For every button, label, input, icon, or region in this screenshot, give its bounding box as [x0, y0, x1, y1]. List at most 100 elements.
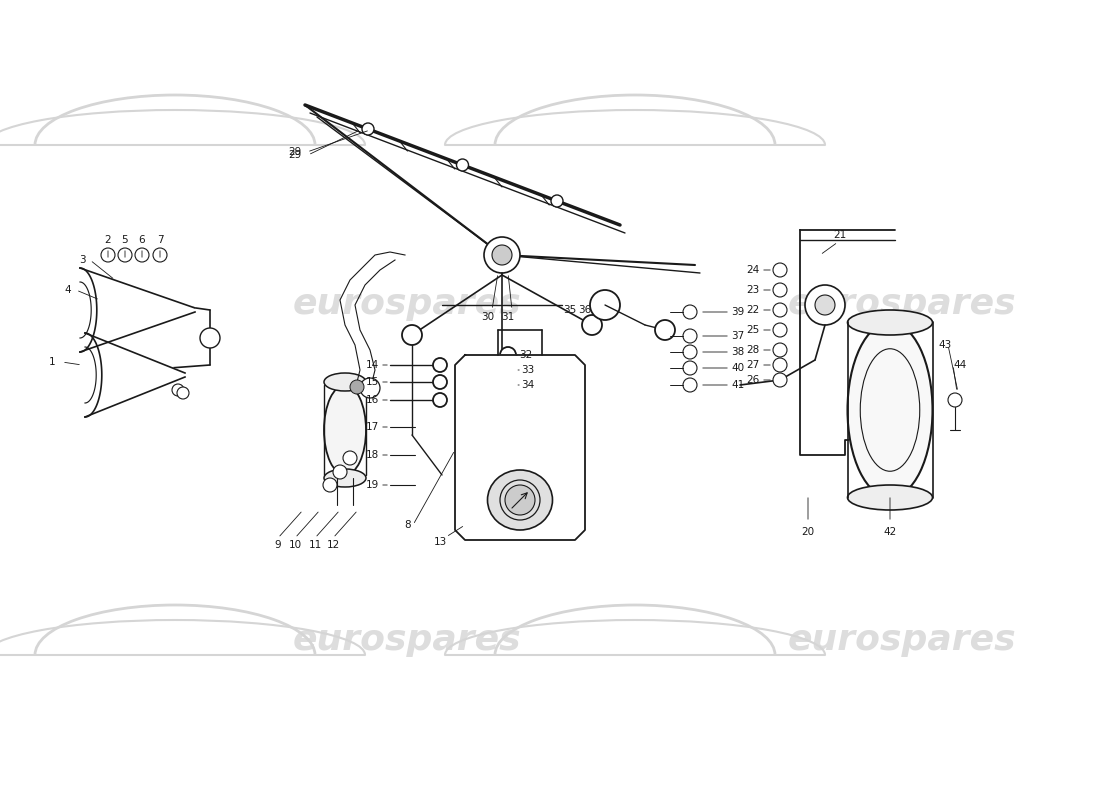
Ellipse shape: [324, 385, 366, 475]
Text: 23: 23: [747, 285, 760, 295]
Text: 20: 20: [802, 527, 815, 537]
Text: 34: 34: [521, 380, 535, 390]
Circle shape: [773, 323, 786, 337]
Circle shape: [773, 263, 786, 277]
Circle shape: [433, 393, 447, 407]
Text: 43: 43: [938, 340, 952, 350]
Ellipse shape: [487, 470, 552, 530]
Text: 9: 9: [275, 540, 282, 550]
Text: 25: 25: [747, 325, 760, 335]
Circle shape: [683, 329, 697, 343]
Text: 35: 35: [563, 305, 576, 315]
Circle shape: [456, 159, 469, 171]
Text: 6: 6: [139, 235, 145, 245]
Circle shape: [773, 303, 786, 317]
Text: 36: 36: [579, 305, 592, 315]
Text: 19: 19: [365, 480, 378, 490]
Text: 17: 17: [365, 422, 378, 432]
Circle shape: [343, 451, 358, 465]
Circle shape: [402, 325, 422, 345]
Text: 5: 5: [122, 235, 129, 245]
Circle shape: [773, 373, 786, 387]
Ellipse shape: [847, 485, 933, 510]
Text: 18: 18: [365, 450, 378, 460]
Circle shape: [773, 283, 786, 297]
Ellipse shape: [324, 469, 366, 487]
Text: 21: 21: [834, 230, 847, 240]
Text: 8: 8: [405, 520, 411, 530]
Circle shape: [484, 237, 520, 273]
Text: 28: 28: [747, 345, 760, 355]
Text: 1: 1: [48, 357, 55, 367]
Text: eurospares: eurospares: [293, 623, 521, 657]
Circle shape: [433, 375, 447, 389]
Text: 7: 7: [156, 235, 163, 245]
Text: 27: 27: [747, 360, 760, 370]
Text: 2: 2: [104, 235, 111, 245]
Circle shape: [135, 248, 149, 262]
Text: 4: 4: [65, 285, 72, 295]
Circle shape: [502, 362, 518, 378]
Text: 32: 32: [519, 350, 532, 360]
Ellipse shape: [847, 322, 933, 498]
Circle shape: [948, 393, 962, 407]
Text: eurospares: eurospares: [788, 287, 1016, 321]
Circle shape: [502, 377, 518, 393]
Text: 30: 30: [482, 312, 495, 322]
Circle shape: [505, 485, 535, 515]
Text: 26: 26: [747, 375, 760, 385]
Polygon shape: [80, 268, 195, 352]
Text: 16: 16: [365, 395, 378, 405]
Circle shape: [323, 478, 337, 492]
Text: 33: 33: [521, 365, 535, 375]
Circle shape: [773, 343, 786, 357]
Text: 15: 15: [365, 377, 378, 387]
Text: 10: 10: [288, 540, 301, 550]
Circle shape: [362, 123, 374, 135]
Circle shape: [773, 358, 786, 372]
Circle shape: [492, 245, 512, 265]
Text: 11: 11: [308, 540, 321, 550]
Circle shape: [350, 380, 364, 394]
Text: 13: 13: [433, 537, 447, 547]
Text: 29: 29: [288, 147, 301, 157]
Circle shape: [582, 315, 602, 335]
Circle shape: [683, 378, 697, 392]
Circle shape: [153, 248, 167, 262]
Text: 24: 24: [747, 265, 760, 275]
Circle shape: [551, 195, 563, 207]
Text: eurospares: eurospares: [293, 287, 521, 321]
Text: 29: 29: [288, 150, 301, 160]
Text: 38: 38: [732, 347, 745, 357]
Circle shape: [101, 248, 116, 262]
Circle shape: [360, 378, 379, 398]
Ellipse shape: [847, 310, 933, 335]
Text: 37: 37: [732, 331, 745, 341]
Circle shape: [500, 347, 516, 363]
Circle shape: [200, 328, 220, 348]
Circle shape: [172, 384, 184, 396]
Text: 31: 31: [502, 312, 515, 322]
Circle shape: [118, 248, 132, 262]
Text: 42: 42: [883, 527, 896, 537]
Text: eurospares: eurospares: [788, 623, 1016, 657]
Circle shape: [177, 387, 189, 399]
Circle shape: [683, 345, 697, 359]
Circle shape: [654, 320, 675, 340]
Text: 12: 12: [327, 540, 340, 550]
Circle shape: [333, 465, 346, 479]
Text: 39: 39: [732, 307, 745, 317]
Text: 3: 3: [79, 255, 86, 265]
Polygon shape: [455, 355, 585, 540]
Circle shape: [683, 361, 697, 375]
Text: 40: 40: [732, 363, 745, 373]
Circle shape: [433, 358, 447, 372]
Text: 22: 22: [747, 305, 760, 315]
Text: 14: 14: [365, 360, 378, 370]
Circle shape: [815, 295, 835, 315]
Circle shape: [805, 285, 845, 325]
Text: 41: 41: [732, 380, 745, 390]
Ellipse shape: [324, 373, 366, 391]
Text: 44: 44: [954, 360, 967, 370]
Circle shape: [590, 290, 620, 320]
